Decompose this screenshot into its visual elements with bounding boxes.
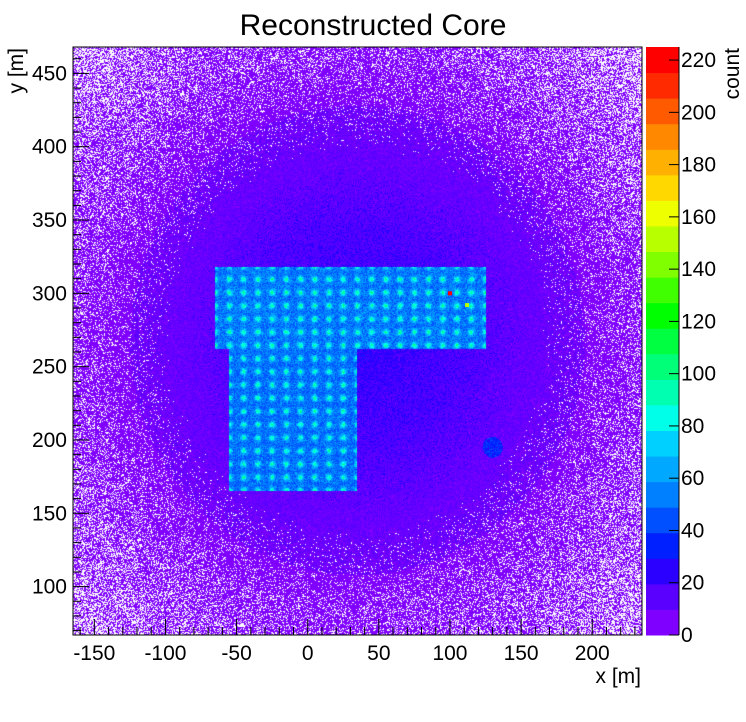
colorbar-tick-label: 20 [681, 572, 704, 595]
colorbar-tick-label: 220 [681, 49, 716, 72]
colorbar-tick-label: 120 [681, 310, 716, 333]
hot-spot [447, 291, 452, 296]
colorbar-title: count [721, 48, 744, 100]
y-tick-label: 100 [32, 576, 67, 599]
colorbar-bin [646, 149, 679, 176]
colorbar-tick-label: 40 [681, 519, 704, 542]
hot-spots [447, 291, 470, 308]
x-tick-label: 50 [367, 642, 390, 665]
colorbar-bin [646, 328, 679, 355]
y-tick-label: 350 [32, 209, 67, 232]
colorbar-bin [646, 98, 679, 125]
colorbar-bin [646, 430, 679, 457]
x-axis-title: x [m] [596, 665, 642, 688]
x-tick-label: 0 [302, 642, 314, 665]
colorbar-bin [646, 123, 679, 150]
x-tick-label: -150 [73, 642, 115, 665]
colorbar-bin [646, 225, 679, 253]
colorbar-bin [646, 200, 679, 227]
chart-title: Reconstructed Core [240, 9, 507, 42]
colorbar-tick-label: 200 [681, 101, 716, 124]
hot-spot [465, 303, 470, 308]
y-axis: 100 150 200 250 300 350 400 450 [32, 58, 89, 632]
y-tick-label: 300 [32, 282, 67, 305]
plot-border [72, 46, 643, 636]
plot-frame [72, 46, 643, 636]
colorbar-axis: 0 20 40 60 80 100 120 140 160 180 200 220 [669, 47, 716, 647]
x-axis: -150 -100 -50 0 50 100 150 200 [73, 619, 636, 665]
x-tick-label: 200 [575, 642, 610, 665]
colorbar-bin [646, 481, 679, 508]
colorbar [646, 47, 679, 636]
x-tick-label: -50 [221, 642, 251, 665]
colorbar-bin [646, 404, 679, 431]
colorbar-tick-label: 160 [681, 206, 716, 229]
heatmap-image [73, 47, 642, 635]
colorbar-tick-label: 60 [681, 467, 704, 490]
colorbar-bin [646, 277, 679, 304]
colorbar-bin [646, 251, 679, 278]
colorbar-bin [646, 507, 679, 534]
y-axis-title: y [m] [5, 48, 28, 94]
colorbar-bin [646, 558, 679, 585]
y-tick-label: 150 [32, 502, 67, 525]
colorbar-bin [646, 379, 679, 406]
x-tick-label: -100 [144, 642, 186, 665]
y-tick-label: 450 [32, 62, 67, 85]
colorbar-bin [646, 609, 679, 636]
colorbar-bin [646, 532, 679, 559]
colorbar-bin [646, 353, 679, 380]
colorbar-tick-label: 80 [681, 415, 704, 438]
colorbar-bin [646, 302, 679, 329]
y-tick-label: 400 [32, 136, 67, 159]
colorbar-tick-label: 0 [681, 624, 693, 647]
x-tick-label: 150 [504, 642, 539, 665]
colorbar-bin [646, 72, 679, 99]
y-tick-label: 200 [32, 429, 67, 452]
colorbar-tick-label: 100 [681, 363, 716, 386]
x-tick-label: 100 [432, 642, 467, 665]
colorbar-bin [646, 174, 679, 201]
colorbar-tick-label: 140 [681, 258, 716, 281]
colorbar-tick-label: 180 [681, 154, 716, 177]
y-tick-label: 250 [32, 356, 67, 379]
colorbar-bin [646, 583, 679, 610]
